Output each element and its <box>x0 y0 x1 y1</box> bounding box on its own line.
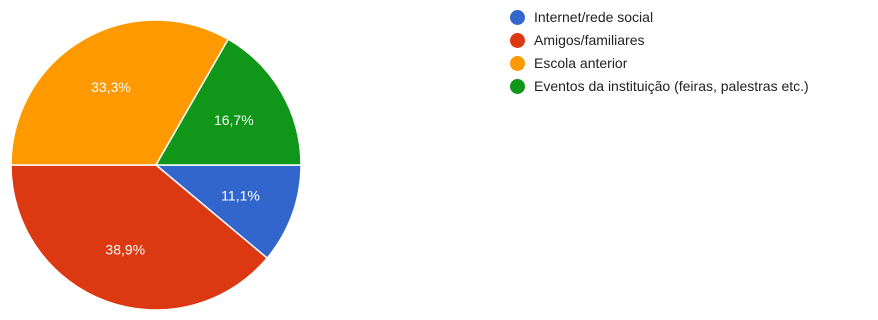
pie-labels: 11,1% 38,9% 33,3% 16,7% <box>91 79 260 257</box>
legend-label: Escola anterior <box>534 55 628 71</box>
legend-item-eventos[interactable]: Eventos da instituição (feiras, palestra… <box>510 77 870 95</box>
slice-label-amigos: 38,9% <box>105 241 145 257</box>
pie-slice-escola[interactable] <box>10 19 230 166</box>
pie-slice-amigos[interactable] <box>10 164 269 311</box>
pie-slice-internet[interactable] <box>153 164 302 260</box>
legend-item-escola[interactable]: Escola anterior <box>510 54 870 72</box>
legend-item-internet[interactable]: Internet/rede social <box>510 8 870 26</box>
legend-marker-icon <box>510 10 525 25</box>
legend-label: Internet/rede social <box>534 9 654 25</box>
legend-item-amigos[interactable]: Amigos/familiares <box>510 31 870 49</box>
slice-label-eventos: 16,7% <box>214 112 254 128</box>
legend-marker-icon <box>510 33 525 48</box>
pie-slices <box>10 19 302 311</box>
pie-slice-eventos[interactable] <box>154 38 302 166</box>
slice-label-internet: 11,1% <box>221 188 260 204</box>
chart-legend: Internet/rede social Amigos/familiares E… <box>510 8 870 100</box>
legend-label: Amigos/familiares <box>534 32 645 48</box>
legend-marker-icon <box>510 56 525 71</box>
slice-label-escola: 33,3% <box>91 79 131 95</box>
legend-label: Eventos da instituição (feiras, palestra… <box>534 78 809 94</box>
legend-marker-icon <box>510 79 525 94</box>
